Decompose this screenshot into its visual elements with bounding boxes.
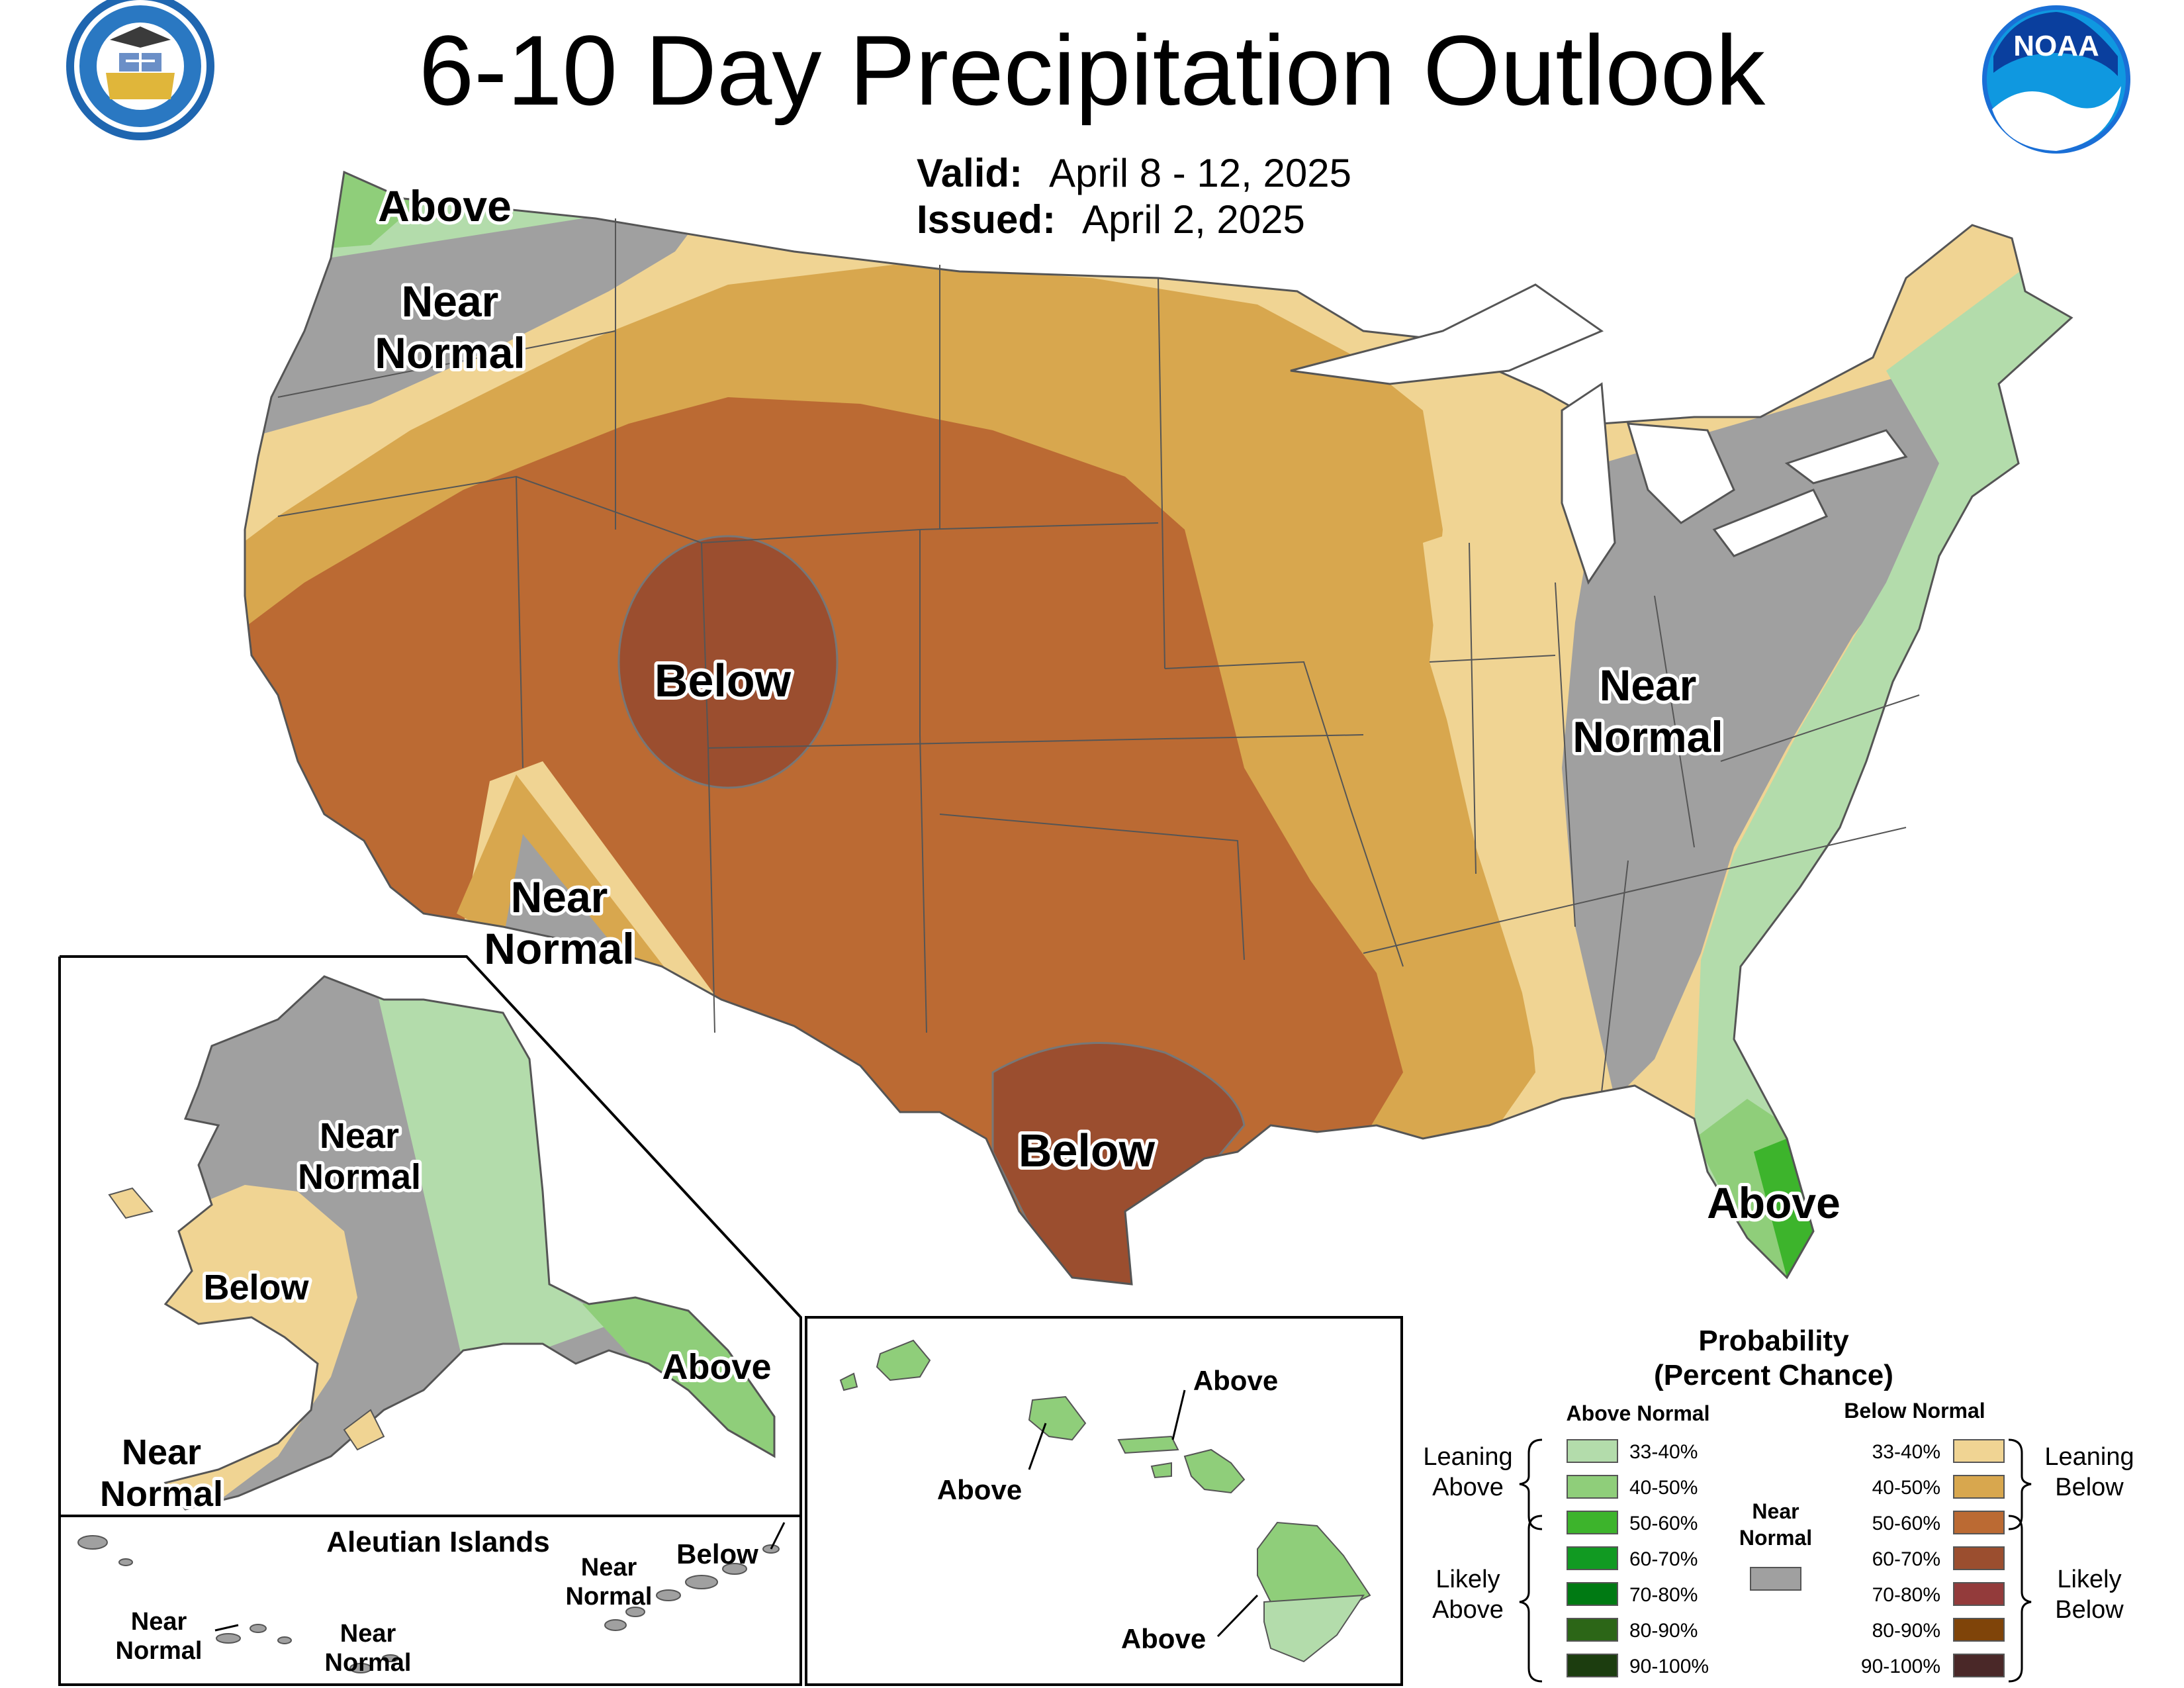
aleutian-inset: Aleutian Islands Near Normal Near Normal… [58, 1515, 802, 1686]
alaska-inset: Near Normal Below Above Near Normal [58, 955, 802, 1517]
label-near-normal-northwest-1: Near [402, 277, 499, 326]
label-ak-above: Above [662, 1347, 771, 1387]
legend-above-bin-label: 70-80% [1629, 1584, 1698, 1606]
legend: Probability (Percent Chance) Above Norma… [1423, 1325, 2134, 1683]
legend-above-bin-swatch [1567, 1439, 1618, 1463]
valid-dates: April 8 - 12, 2025 [1049, 151, 1351, 195]
legend-above-rows: 33-40% 40-50% 50-60% 60-70% 70-80% 80-90% 90-1… [1567, 1439, 1709, 1677]
legend-below-bin-swatch [1953, 1475, 2005, 1499]
label-aleutian-near-normal-c-2: Normal [325, 1649, 412, 1677]
label-ak-below: Below [203, 1268, 309, 1307]
label-near-normal-east-1: Near [1600, 661, 1697, 710]
svg-text:NOAA: NOAA [2013, 30, 2099, 62]
label-aleutian-near-normal-c-1: Near [340, 1620, 396, 1648]
aleutian-title: Aleutian Islands [326, 1526, 549, 1558]
label-below-texas: Below [1019, 1125, 1156, 1176]
legend-below-rows: 33-40% 40-50% 50-60% 60-70% 70-80% 80-90% 90-1… [1861, 1439, 2005, 1677]
label-aleutian-below: Below [676, 1538, 758, 1570]
label-hi-above-south: Above [1121, 1623, 1206, 1654]
legend-below-bin-label: 40-50% [1872, 1477, 1940, 1499]
legend-below-bin-label: 80-90% [1872, 1620, 1940, 1642]
label-aleutian-near-normal-e-2: Normal [566, 1583, 653, 1611]
legend-likely-below-1: Likely [2057, 1566, 2121, 1593]
legend-above-bin-label: 50-60% [1629, 1513, 1698, 1534]
label-near-normal-east-2: Normal [1572, 712, 1723, 761]
legend-likely-above-2: Above [1432, 1596, 1504, 1624]
legend-above-bin-swatch [1567, 1618, 1618, 1642]
label-ak-near-normal-sw-1: Near [122, 1432, 201, 1472]
label-hi-above-west: Above [937, 1474, 1022, 1505]
conus-labels: Above Near Normal Below Near Normal Belo… [371, 178, 1844, 1231]
legend-likely-below-2: Below [2055, 1596, 2124, 1624]
noaa-logo-icon: NOAA [1982, 5, 2130, 154]
legend-above-bin-label: 90-100% [1629, 1656, 1709, 1677]
label-near-normal-arizona-1: Near [511, 872, 608, 921]
legend-above-bin-swatch [1567, 1654, 1618, 1677]
legend-likely-above-1: Likely [1435, 1566, 1500, 1593]
label-ak-near-normal-sw-2: Normal [100, 1474, 223, 1514]
legend-title-1: Probability [1698, 1325, 1849, 1357]
legend-leaning-above-1: Leaning [1423, 1443, 1512, 1471]
legend-above-bin-label: 80-90% [1629, 1620, 1698, 1642]
legend-below-bin-swatch [1953, 1618, 2005, 1642]
label-aleutian-near-normal-e-1: Near [581, 1554, 637, 1581]
page-title: 6-10 Day Precipitation Outlook [419, 15, 1766, 126]
legend-above-bin-swatch [1567, 1475, 1618, 1499]
label-hi-above-north: Above [1193, 1365, 1278, 1396]
legend-below-bin-swatch [1953, 1511, 2005, 1534]
valid-label: Valid: [917, 151, 1023, 195]
legend-below-bin-swatch [1953, 1654, 2005, 1677]
legend-below-bin-label: 60-70% [1872, 1548, 1940, 1570]
legend-near-normal-swatch [1750, 1567, 1801, 1591]
legend-near-normal-2: Normal [1739, 1526, 1812, 1550]
legend-below-bin-swatch [1953, 1582, 2005, 1606]
legend-below-bin-label: 50-60% [1872, 1513, 1940, 1534]
legend-above-bin-label: 40-50% [1629, 1477, 1698, 1499]
commerce-seal-icon [66, 0, 214, 140]
legend-near-normal-1: Near [1752, 1499, 1799, 1523]
legend-above-bin-label: 33-40% [1629, 1441, 1698, 1463]
label-below-utah: Below [655, 655, 792, 706]
legend-below-header: Below Normal [1844, 1399, 1985, 1423]
label-near-normal-northwest-2: Normal [375, 328, 525, 377]
legend-above-bin-swatch [1567, 1546, 1618, 1570]
legend-below-bin-label: 70-80% [1872, 1584, 1940, 1606]
legend-below-bin-swatch [1953, 1546, 2005, 1570]
issued-label: Issued: [917, 197, 1056, 242]
legend-below-bin-swatch [1953, 1439, 2005, 1463]
legend-leaning-above-2: Above [1432, 1474, 1504, 1501]
legend-below-bin-label: 33-40% [1872, 1441, 1940, 1463]
label-ak-near-normal-1: Near [320, 1116, 399, 1156]
kauai-island [876, 1339, 931, 1382]
legend-leaning-below-1: Leaning [2044, 1443, 2134, 1471]
legend-above-header: Above Normal [1567, 1401, 1710, 1425]
legend-above-bin-swatch [1567, 1582, 1618, 1606]
label-aleutian-near-normal-w-2: Normal [116, 1637, 203, 1665]
label-aleutian-near-normal-w-1: Near [131, 1608, 187, 1636]
hawaii-inset: Above Above Above [805, 1316, 1403, 1686]
legend-below-bin-label: 90-100% [1861, 1656, 1940, 1677]
label-ak-near-normal-2: Normal [298, 1157, 421, 1197]
issued-date: April 2, 2025 [1082, 197, 1305, 242]
legend-leaning-below-2: Below [2055, 1474, 2124, 1501]
label-near-normal-arizona-2: Normal [484, 924, 634, 973]
label-above-northwest: Above [378, 181, 512, 230]
label-above-florida: Above [1707, 1178, 1841, 1227]
legend-above-bin-label: 60-70% [1629, 1548, 1698, 1570]
legend-title-2: (Percent Chance) [1654, 1359, 1893, 1391]
legend-above-bin-swatch [1567, 1511, 1618, 1534]
